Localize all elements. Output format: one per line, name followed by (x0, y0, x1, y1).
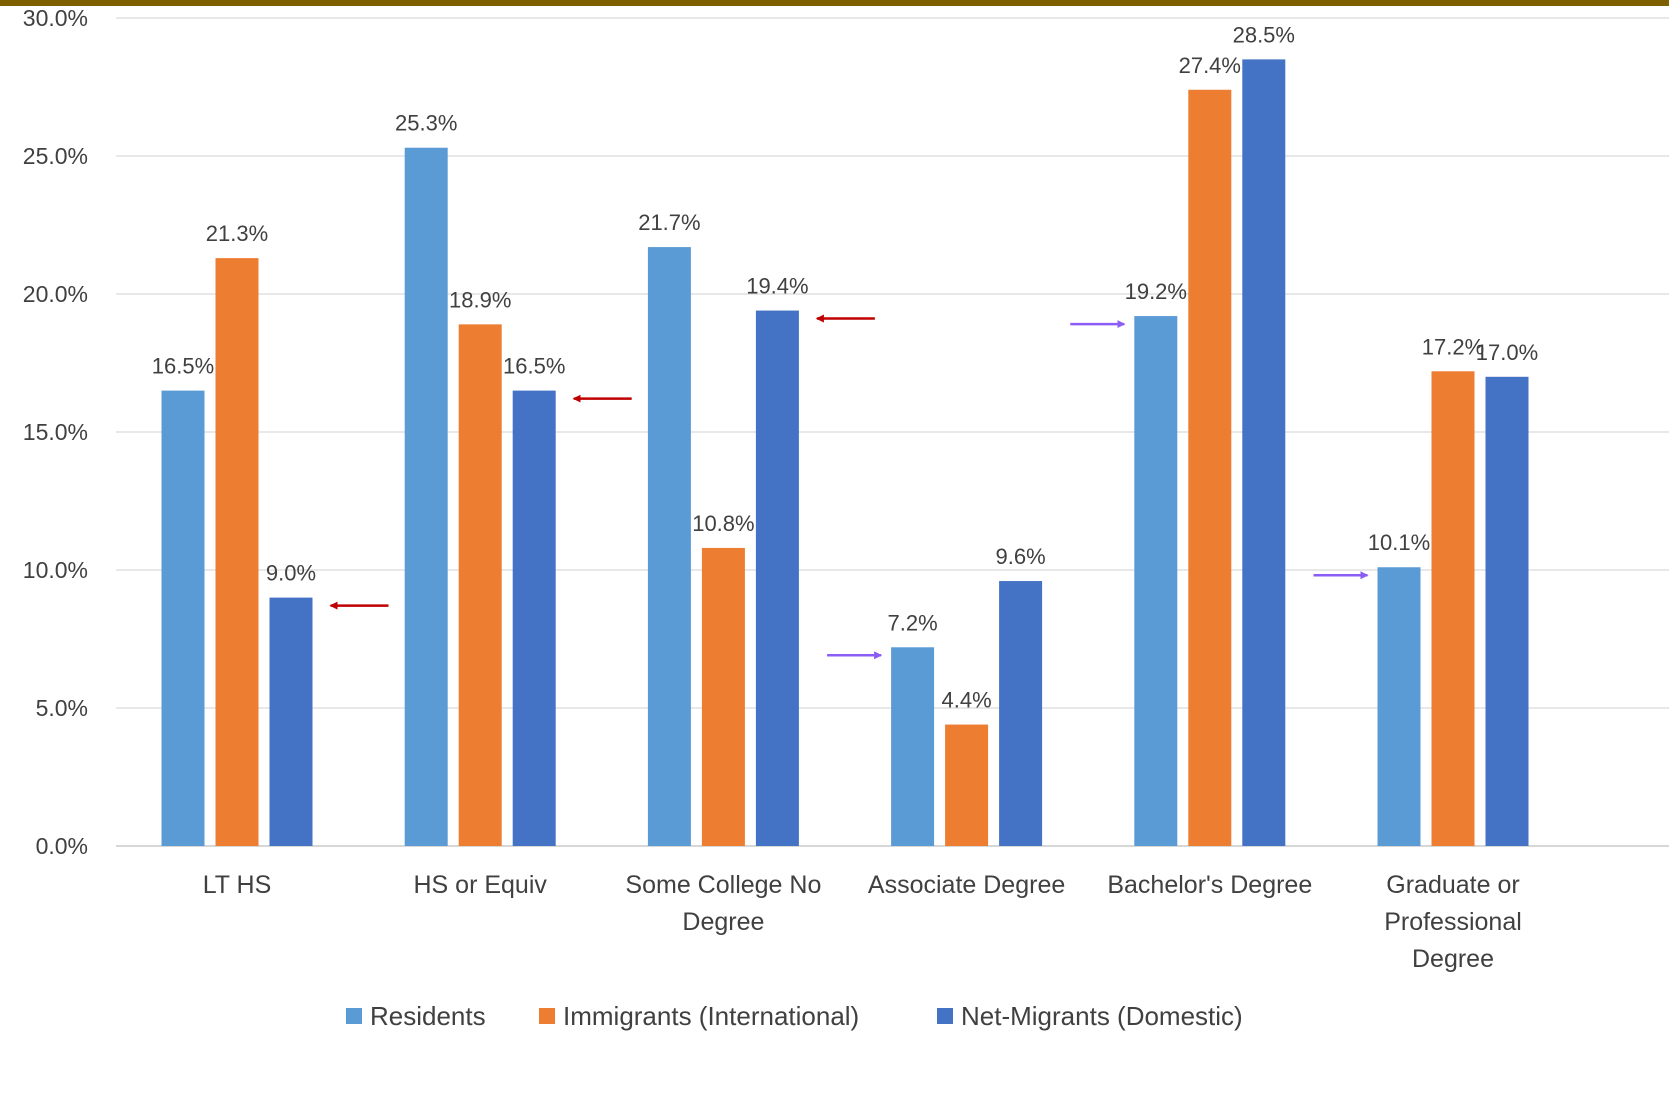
data-label: 16.5% (152, 354, 214, 379)
legend: Residents Immigrants (International) Net-M… (346, 1001, 1243, 1031)
legend-label: Net-Migrants (Domestic) (961, 1001, 1243, 1031)
annotation-arrows (329, 314, 1369, 660)
bar (1134, 316, 1178, 847)
legend-swatch (346, 1008, 362, 1024)
bar (458, 324, 502, 846)
bar (1377, 567, 1421, 846)
bar (701, 547, 745, 846)
data-label: 17.0% (1476, 340, 1538, 365)
bar (1188, 89, 1232, 846)
category-label: Associate Degree (868, 871, 1065, 899)
y-tick-label: 10.0% (23, 557, 88, 583)
bar (647, 247, 691, 846)
y-tick-label: 0.0% (36, 833, 88, 859)
data-label: 19.2% (1125, 279, 1187, 304)
data-label: 21.3% (206, 221, 268, 246)
legend-swatch (539, 1008, 555, 1024)
bar (161, 390, 205, 846)
category-label: Graduate or Professional Degree (1384, 871, 1522, 973)
legend-label: Residents (370, 1001, 486, 1031)
bar (215, 258, 259, 846)
data-label: 16.5% (503, 354, 565, 379)
bar (1485, 376, 1529, 846)
data-label: 10.1% (1368, 530, 1430, 555)
bar (1431, 371, 1475, 846)
category-label: Bachelor's Degree (1107, 871, 1312, 899)
data-label: 7.2% (888, 610, 938, 635)
legend-swatch (937, 1008, 953, 1024)
category-label: LT HS (203, 871, 272, 899)
data-label: 9.0% (266, 561, 316, 586)
y-tick-label: 5.0% (36, 695, 88, 721)
data-label: 17.2% (1422, 334, 1484, 359)
y-axis-ticks: 0.0% 5.0% 10.0% 15.0% 20.0% 25.0% 30.0% (23, 5, 88, 859)
data-label: 18.9% (449, 287, 511, 312)
bar (945, 724, 989, 846)
y-tick-label: 15.0% (23, 419, 88, 445)
data-label: 27.4% (1179, 53, 1241, 78)
category-label: Some College No Degree (625, 871, 821, 936)
data-labels: 16.5% 25.3% 21.7% 7.2% 19.2% 10.1% 21.3% 18.9% 1… (152, 22, 1538, 712)
bar (891, 647, 935, 846)
data-label: 4.4% (942, 688, 992, 713)
bar (269, 597, 313, 846)
bar (512, 390, 556, 846)
data-label: 10.8% (692, 511, 754, 536)
bar (1242, 59, 1286, 846)
category-label: HS or Equiv (414, 871, 548, 899)
y-tick-label: 30.0% (23, 5, 88, 31)
y-tick-label: 20.0% (23, 281, 88, 307)
data-label: 9.6% (996, 544, 1046, 569)
bar (755, 310, 799, 846)
data-label: 21.7% (638, 210, 700, 235)
bar (404, 147, 448, 847)
bar (999, 581, 1043, 846)
top-accent-bar (0, 0, 1669, 6)
x-axis-categories: LT HS HS or Equiv Some College No Degree Ass… (203, 871, 1522, 973)
y-tick-label: 25.0% (23, 143, 88, 169)
data-label: 25.3% (395, 111, 457, 136)
data-label: 28.5% (1233, 22, 1295, 47)
bars (161, 59, 1529, 847)
data-label: 19.4% (746, 274, 808, 299)
legend-label: Immigrants (International) (563, 1001, 859, 1031)
